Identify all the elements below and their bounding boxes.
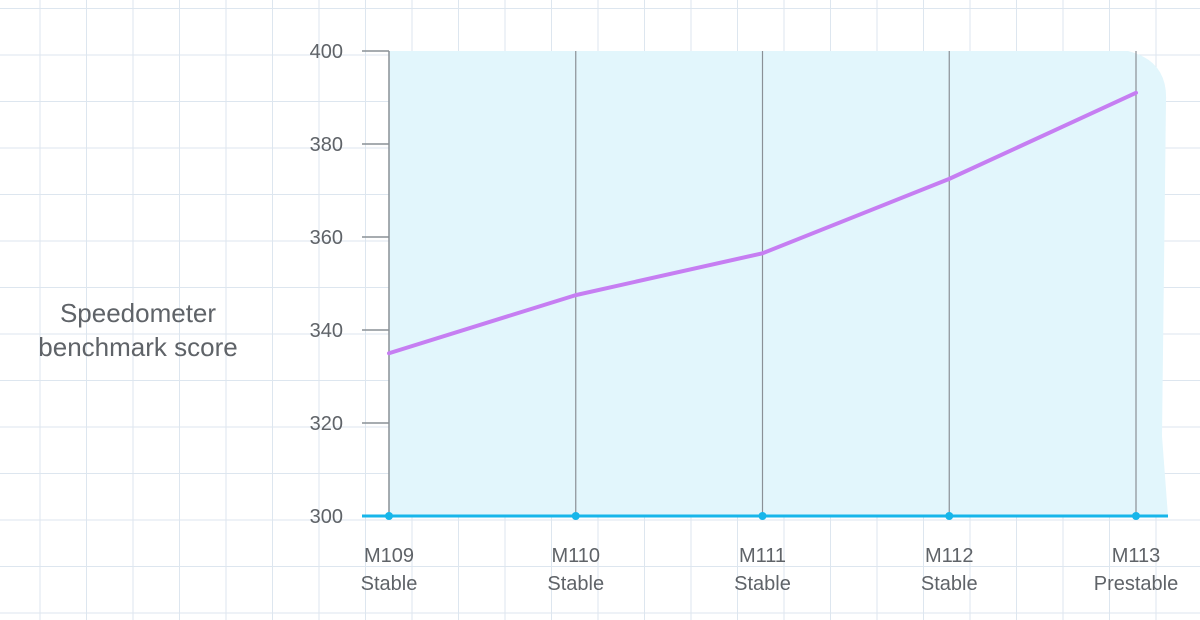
baseline-dot <box>1132 512 1140 520</box>
x-tick-label: M110 <box>551 545 600 567</box>
baseline-dot <box>945 512 954 520</box>
x-tick-label: M109 <box>364 545 414 567</box>
x-tick-label: M111 <box>739 545 786 567</box>
x-tick-label: Stable <box>921 573 978 595</box>
data-line <box>387 90 1138 356</box>
x-tick-label: Stable <box>361 573 418 595</box>
x-tick-label: Stable <box>547 573 604 595</box>
y-tick-label: 340 <box>310 320 343 342</box>
y-tick-label: 320 <box>310 413 343 435</box>
baseline-dot <box>385 512 393 520</box>
x-tick-label: M113 <box>1112 545 1161 567</box>
baseline-dot <box>758 512 767 520</box>
y-tick-label: 380 <box>310 134 343 156</box>
y-tick-label: 360 <box>310 227 343 249</box>
x-tick-label: Stable <box>734 573 791 595</box>
plot-area <box>389 51 1168 516</box>
x-tick-label: M112 <box>925 545 974 567</box>
y-axis-label: benchmark score <box>38 332 237 362</box>
baseline-dot <box>571 512 580 520</box>
x-tick-label: Prestable <box>1094 573 1179 595</box>
y-tick-label: 300 <box>310 506 343 528</box>
y-axis-label: Speedometer <box>60 298 216 328</box>
y-tick-label: 400 <box>310 41 343 63</box>
